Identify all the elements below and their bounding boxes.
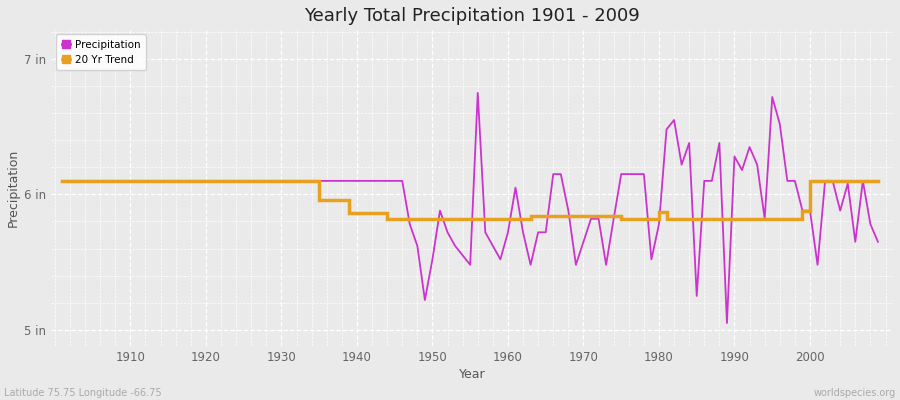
Precipitation <box>510 185 521 190</box>
Precipitation <box>502 230 513 235</box>
Precipitation <box>117 178 128 183</box>
Line: Precipitation: Precipitation <box>62 93 878 323</box>
20 Yr Trend <box>526 216 536 221</box>
20 Yr Trend <box>805 178 815 183</box>
Precipitation <box>600 262 611 267</box>
20 Yr Trend <box>797 216 808 221</box>
20 Yr Trend <box>314 198 325 202</box>
20 Yr Trend <box>616 214 626 218</box>
20 Yr Trend <box>382 211 392 216</box>
Title: Yearly Total Precipitation 1901 - 2009: Yearly Total Precipitation 1901 - 2009 <box>304 7 640 25</box>
20 Yr Trend <box>805 208 815 213</box>
20 Yr Trend <box>397 216 408 221</box>
20 Yr Trend <box>616 216 626 221</box>
Precipitation <box>57 178 68 183</box>
20 Yr Trend <box>344 198 355 202</box>
20 Yr Trend <box>397 216 408 221</box>
20 Yr Trend <box>526 214 536 218</box>
20 Yr Trend <box>344 211 355 216</box>
Precipitation <box>284 178 294 183</box>
Precipitation <box>722 321 733 326</box>
20 Yr Trend <box>662 210 672 214</box>
20 Yr Trend <box>797 208 808 213</box>
20 Yr Trend <box>382 216 392 221</box>
Precipitation <box>328 178 339 183</box>
20 Yr Trend <box>314 178 325 183</box>
Text: Latitude 75.75 Longitude -66.75: Latitude 75.75 Longitude -66.75 <box>4 388 162 398</box>
20 Yr Trend <box>57 178 68 183</box>
Line: 20 Yr Trend: 20 Yr Trend <box>62 181 878 219</box>
20 Yr Trend <box>653 216 664 221</box>
Precipitation <box>873 239 884 244</box>
20 Yr Trend <box>662 216 672 221</box>
X-axis label: Year: Year <box>459 368 485 381</box>
Y-axis label: Precipitation: Precipitation <box>7 148 20 227</box>
Legend: Precipitation, 20 Yr Trend: Precipitation, 20 Yr Trend <box>57 34 146 70</box>
Text: worldspecies.org: worldspecies.org <box>814 388 896 398</box>
20 Yr Trend <box>653 210 664 214</box>
Precipitation <box>472 90 483 95</box>
20 Yr Trend <box>873 178 884 183</box>
